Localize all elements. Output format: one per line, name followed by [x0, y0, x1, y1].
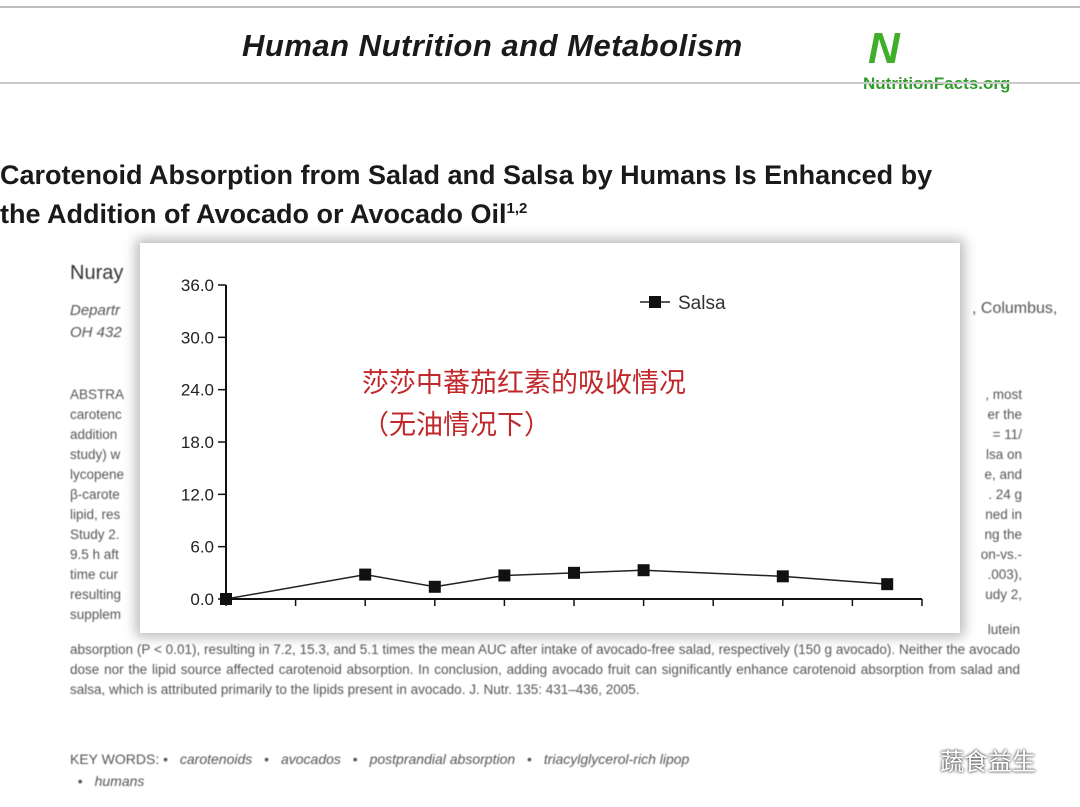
- y-tick-label: 30.0: [181, 328, 214, 347]
- y-tick-label: 36.0: [181, 276, 214, 295]
- abstract-fragment-left: 9.5 h aft: [70, 547, 119, 562]
- abstract-fragment-right: lsa on: [985, 447, 1022, 462]
- abstract-fragment-right: .003),: [987, 567, 1022, 582]
- data-point: [776, 570, 789, 583]
- abstract-fragment-left: resulting: [70, 587, 122, 602]
- abstract-left-fragments: ABSTRA carotenc addition study) w lycopene β-…: [70, 385, 142, 625]
- annotation-line2: （无油情况下）: [362, 410, 551, 441]
- abstract-fragment-left: Study 2.: [70, 527, 120, 542]
- data-point: [568, 566, 580, 579]
- abstract-fragment-left: time cur: [70, 567, 119, 582]
- y-tick-label: 18.0: [181, 433, 214, 452]
- paper-title-line1: Carotenoid Absorption from Salad and Sal…: [0, 160, 933, 190]
- logo-n-icon: N: [868, 24, 900, 73]
- legend-marker: [649, 296, 661, 308]
- keyword-bullet: •: [523, 751, 536, 767]
- watermark-text: 蔬食益生: [940, 749, 1036, 776]
- keyword: postprandial absorption: [369, 751, 516, 767]
- y-tick-label: 6.0: [190, 538, 214, 557]
- paper-title: Carotenoid Absorption from Salad and Sal…: [0, 158, 1060, 231]
- abstract-bottom: lutein absorption (P < 0.01), resulting …: [70, 622, 1020, 697]
- abstract-fragment-right: e, and: [984, 467, 1022, 482]
- abstract-fragment-right: on-vs.-: [980, 547, 1022, 562]
- wechat-icon: [908, 746, 937, 768]
- abstract-fragment-left: addition: [70, 427, 118, 442]
- department-fragment-right: , Columbus,: [972, 300, 1058, 317]
- legend-label: Salsa: [678, 293, 726, 314]
- abstract-fragment-right: , most: [985, 387, 1022, 402]
- data-point: [359, 568, 372, 581]
- data-point: [498, 569, 511, 582]
- y-tick-label: 12.0: [181, 485, 214, 504]
- data-point: [637, 564, 650, 577]
- abstract-fragment-left: ABSTRA: [70, 387, 125, 402]
- chart-panel: 0.0 6.0 12.0 18.0 24.0 30.0 36.0 Salsa 莎莎中蕃茄红素的…: [140, 243, 960, 633]
- abstract-fragment-right: = 11/: [992, 427, 1022, 442]
- keyword: triacylglycerol-rich lipop: [543, 751, 690, 767]
- author-fragment: Nuray: [70, 262, 124, 284]
- abstract-fragment-right: er the: [987, 407, 1022, 422]
- abstract-fragment-left: β-carote: [70, 487, 120, 502]
- abstract-fragment-right: ned in: [985, 507, 1022, 522]
- annotation-line1: 莎莎中蕃茄红素的吸收情况: [362, 368, 686, 399]
- header-rule: [0, 82, 1080, 84]
- paper-title-line2: the Addition of Avocado or Avocado Oil1,…: [0, 199, 528, 229]
- keyword-bullet: •: [163, 751, 172, 767]
- abstract-fragment-left: lycopene: [70, 467, 125, 482]
- data-point: [220, 593, 232, 605]
- keywords: KEY WORDS: • carotenoids • avocados • po…: [70, 748, 697, 792]
- keywords-label: KEY WORDS:: [70, 751, 160, 767]
- abstract-fragment-left: carotenc: [70, 407, 122, 422]
- abstract-fragment-left: lipid, res: [70, 507, 121, 522]
- abstract-fragment-right: . 24 g: [988, 487, 1022, 502]
- keyword-bullet: •: [260, 751, 273, 767]
- y-tick-label: 24.0: [181, 381, 214, 400]
- journal-title: Human Nutrition and Metabolism: [242, 28, 743, 63]
- department-fragment: Departr OH 432: [70, 302, 122, 341]
- salsa-line-chart: 0.0 6.0 12.0 18.0 24.0 30.0 36.0 Salsa: [181, 276, 923, 609]
- abstract-fragment-left: study) w: [70, 447, 121, 462]
- abstract-fragment-right: udy 2,: [985, 587, 1022, 602]
- y-tick-label: 0.0: [190, 590, 214, 609]
- nutritionfacts-logo[interactable]: N NutritionFacts.org: [858, 22, 1068, 102]
- abstract-bottom-right: lutein: [987, 622, 1020, 637]
- data-point: [881, 578, 894, 591]
- chart-annotation: 莎莎中蕃茄红素的吸收情况 （无油情况下）: [362, 363, 686, 447]
- keyword: carotenoids: [179, 751, 253, 767]
- keyword-humans: humans: [94, 773, 145, 789]
- abstract-fragment-right: ng the: [984, 527, 1022, 542]
- keyword: avocados: [280, 751, 341, 767]
- abstract-fragment-left: supplem: [70, 607, 122, 622]
- logo-text: NutritionFacts.org: [863, 74, 1010, 94]
- abstract-right-fragments: , most er the = 11/lsa on e, and . 24 g ned i…: [962, 385, 1022, 605]
- series-line-salsa: [225, 569, 888, 600]
- data-point: [428, 580, 441, 593]
- keyword-bullet: •: [348, 751, 362, 767]
- title-footnote: 1,2: [506, 200, 528, 217]
- keywords-list: • carotenoids • avocados • postprandial …: [163, 751, 697, 767]
- top-rule: [0, 6, 1080, 8]
